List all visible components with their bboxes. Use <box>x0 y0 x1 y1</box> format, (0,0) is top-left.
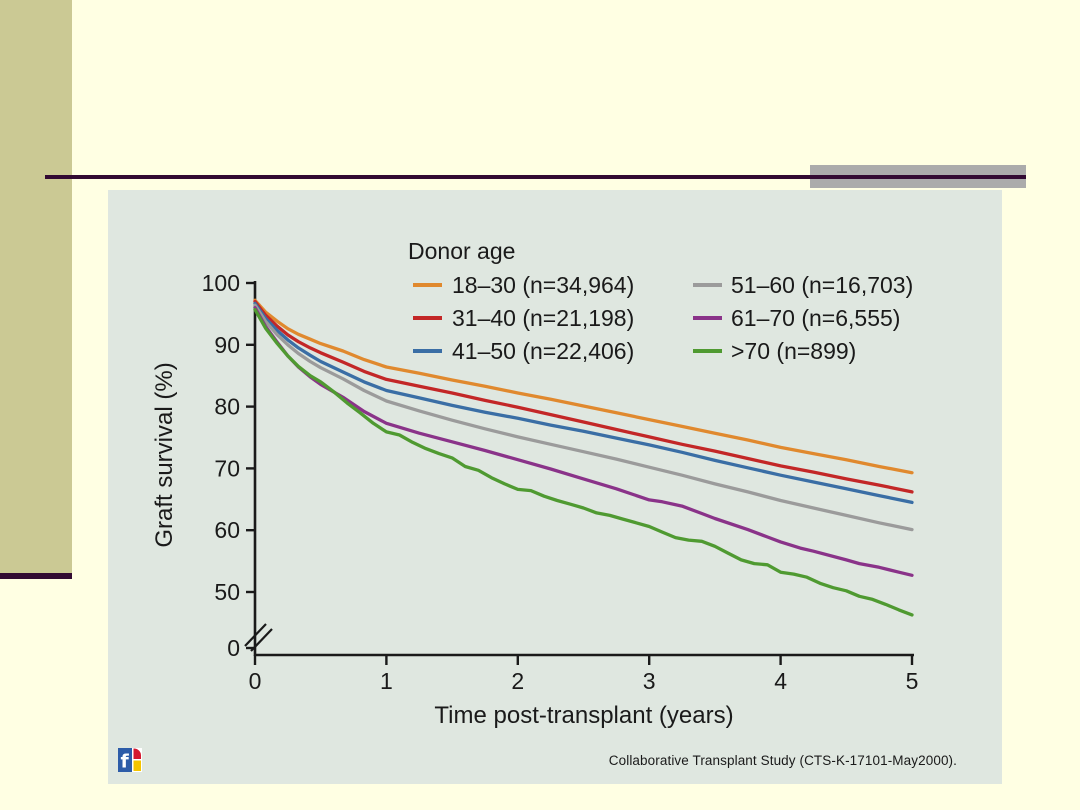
y-tick-label: 60 <box>214 517 240 543</box>
slide-horizontal-rule <box>45 175 1026 179</box>
legend-label: >70 (n=899) <box>731 338 856 364</box>
x-tick-label: 2 <box>511 668 524 694</box>
y-tick-label: 70 <box>214 455 240 481</box>
x-tick-label: 4 <box>774 668 787 694</box>
survival-curve <box>253 307 914 617</box>
axis-break-icon <box>244 623 267 647</box>
x-tick-label: 0 <box>249 668 262 694</box>
y-tick-label: 100 <box>202 270 240 296</box>
legend-label: 31–40 (n=21,198) <box>452 305 634 331</box>
survival-curve <box>253 301 914 505</box>
slide-accent-bar <box>0 0 72 573</box>
legend-item: >70 (n=899) <box>693 338 856 364</box>
y-tick-label: 90 <box>214 332 240 358</box>
legend-label: 41–50 (n=22,406) <box>452 338 634 364</box>
legend-item: 41–50 (n=22,406) <box>413 338 634 364</box>
source-citation: Collaborative Transplant Study (CTS-K-17… <box>608 753 957 768</box>
y-tick-label: 80 <box>214 394 240 420</box>
legend-item: 31–40 (n=21,198) <box>413 305 634 331</box>
cts-logo-icon: f <box>118 748 142 772</box>
survival-curve <box>253 303 914 532</box>
x-axis-title: Time post-transplant (years) <box>434 702 733 729</box>
survival-curve <box>253 299 914 494</box>
legend-item: 18–30 (n=34,964) <box>413 272 634 298</box>
survival-chart-panel: 100 90 80 70 60 50 0 0 1 2 3 4 5 Time post-transplant… <box>108 190 1002 784</box>
legend-item: 51–60 (n=16,703) <box>693 272 913 298</box>
svg-text:f: f <box>121 751 130 773</box>
survival-curve <box>253 298 914 475</box>
y-tick-label-zero: 0 <box>227 635 240 661</box>
y-axis-title: Graft survival (%) <box>151 362 178 547</box>
x-tick-label: 1 <box>380 668 393 694</box>
slide-accent-bar-underline <box>0 573 72 579</box>
graft-survival-chart: 100 90 80 70 60 50 0 0 1 2 3 4 5 Time post-transplant… <box>108 190 1002 784</box>
legend-label: 61–70 (n=6,555) <box>731 305 900 331</box>
legend-item: 61–70 (n=6,555) <box>693 305 900 331</box>
x-tick-label: 3 <box>643 668 656 694</box>
x-tick-label: 5 <box>906 668 919 694</box>
axis-break-icon <box>250 628 273 652</box>
y-tick-label: 50 <box>214 579 240 605</box>
legend-title: Donor age <box>408 238 515 264</box>
legend-label: 18–30 (n=34,964) <box>452 272 634 298</box>
legend-label: 51–60 (n=16,703) <box>731 272 913 298</box>
